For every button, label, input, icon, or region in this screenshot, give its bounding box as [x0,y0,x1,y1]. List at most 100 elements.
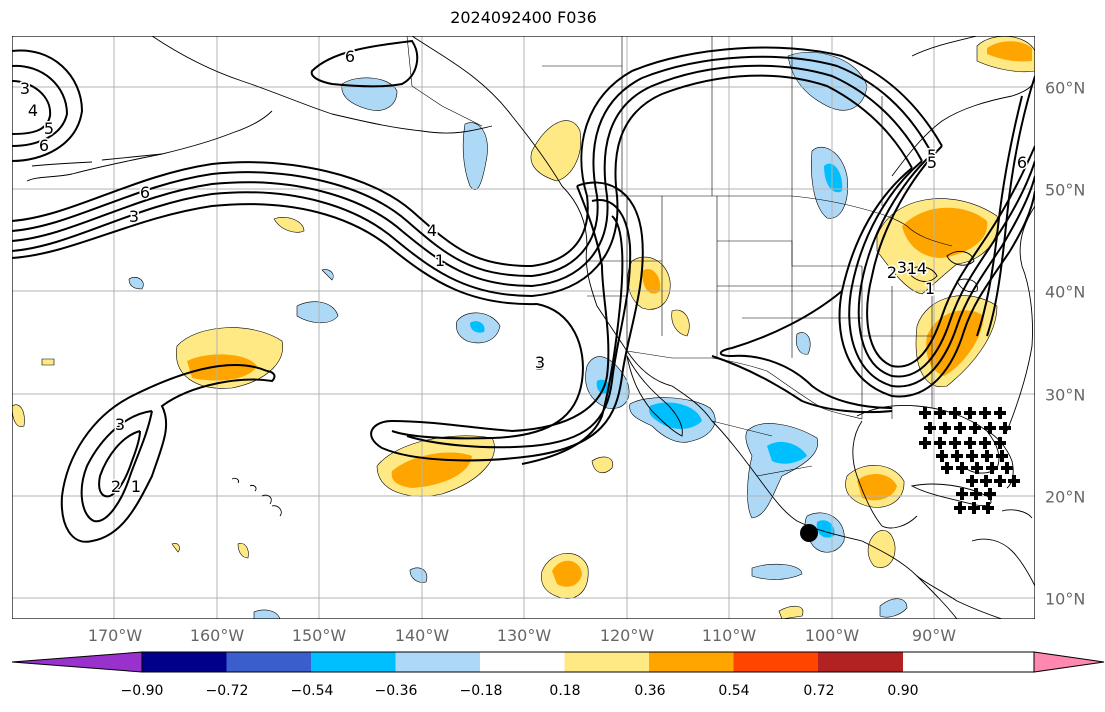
plus-marker [966,450,978,462]
colorbar-segment [818,652,903,672]
plus-markers [919,407,1020,514]
plus-marker [956,462,968,474]
plus-marker [941,462,953,474]
plus-marker [1001,462,1013,474]
colorbar-tick-label: −0.36 [374,683,418,699]
contour-label: 3 [129,207,139,226]
lon-label: 90°W [911,626,957,645]
map-title: 2024092400 F036 [450,8,597,27]
plus-marker [994,475,1006,487]
contour-label: 3 [20,79,30,98]
colorbar-tick-label: 0.90 [887,683,919,699]
contour-label: 6 [345,47,355,66]
contour-label: 1 [435,251,445,270]
lon-label: 130°W [496,626,552,645]
colorbar-segment [649,652,734,672]
plus-marker [939,422,951,434]
colorbar-tick-label: 0.72 [803,683,835,699]
colorbar-tick-label: −0.90 [120,683,164,699]
plus-marker [936,450,948,462]
plus-marker [949,407,961,419]
colorbar-segment [142,652,227,672]
plus-marker [979,437,991,449]
contour-labels: 6 5 4 3 6 3 4 1 3 3 2 1 6 5 4 3 2 1 6 5 … [18,46,1028,498]
plus-marker [981,450,993,462]
lat-label: 30°N [1045,385,1086,405]
colorbar [11,651,1105,673]
contour-label: 1 [131,477,141,496]
colorbar-tick-label: 0.18 [549,683,581,699]
colorbar-tick-label: −0.18 [459,683,503,699]
plus-marker [951,450,963,462]
lon-label: 100°W [804,626,860,645]
plus-marker [964,407,976,419]
plus-marker [966,475,978,487]
contour-label: 6 [1017,153,1027,172]
plus-marker [934,407,946,419]
colorbar-extend-high [1034,652,1104,672]
contour-label: 5 [44,119,54,138]
contour-label: 5 [927,146,937,165]
plus-marker [954,422,966,434]
contour-label: 3 [535,353,545,372]
plus-marker [949,437,961,449]
colorbar-tick-label: 0.54 [718,683,750,699]
plus-marker [984,422,996,434]
lat-label: 40°N [1045,282,1086,302]
contour-label: 3 [897,258,907,277]
plus-marker [970,488,982,500]
contour-label: 2 [111,477,121,496]
colorbar-segment [226,652,312,672]
plus-marker [1008,475,1020,487]
lon-label: 170°W [87,626,143,645]
contour-label: 4 [427,221,437,240]
contour-label: 1 [907,259,917,278]
colorbar-segment [480,652,565,672]
contour-label: 1 [925,279,935,298]
colorbar-segment [395,652,481,672]
lon-label: 160°W [189,626,245,645]
plus-marker [980,475,992,487]
contour-label: 4 [917,259,927,278]
plus-marker [968,502,980,514]
colorbar-extend-low [12,652,142,672]
contour-label: 3 [535,355,545,374]
contour-label: 6 [39,136,49,155]
contour-label: 6 [140,183,150,202]
plus-marker [984,488,996,500]
plus-marker [956,488,968,500]
lat-label: 10°N [1045,589,1086,609]
lon-label: 110°W [701,626,757,645]
lon-label: 140°W [394,626,450,645]
lat-label: 50°N [1045,180,1086,200]
plus-marker [954,502,966,514]
plus-marker [979,407,991,419]
contour-label: 5 [927,153,937,172]
plus-marker [994,407,1006,419]
plus-marker [934,437,946,449]
map-panel: 6 5 4 3 6 3 4 1 3 3 2 1 6 5 4 3 2 1 6 5 … [12,36,1035,619]
plus-marker [986,462,998,474]
plus-marker [969,422,981,434]
lon-label: 150°W [291,626,347,645]
colorbar-tick-label: −0.54 [290,683,334,699]
contour-label: 2 [887,263,897,282]
contour-label: 3 [115,415,125,434]
colorbar-tick-label: 0.36 [634,683,666,699]
plus-marker [994,437,1006,449]
colorbar-segment [311,652,396,672]
colorbar-segment [733,652,819,672]
plus-marker [999,422,1011,434]
lat-label: 60°N [1045,78,1086,98]
plus-marker [919,407,931,419]
lon-label: 120°W [599,626,655,645]
contour-label: 4 [28,101,38,120]
plus-marker [964,437,976,449]
plus-marker [919,437,931,449]
storm-center-marker [800,524,818,542]
contours [12,39,1035,543]
lat-label: 20°N [1045,487,1086,507]
plus-marker [924,422,936,434]
shaded-fields [12,36,1035,619]
plus-marker [971,462,983,474]
